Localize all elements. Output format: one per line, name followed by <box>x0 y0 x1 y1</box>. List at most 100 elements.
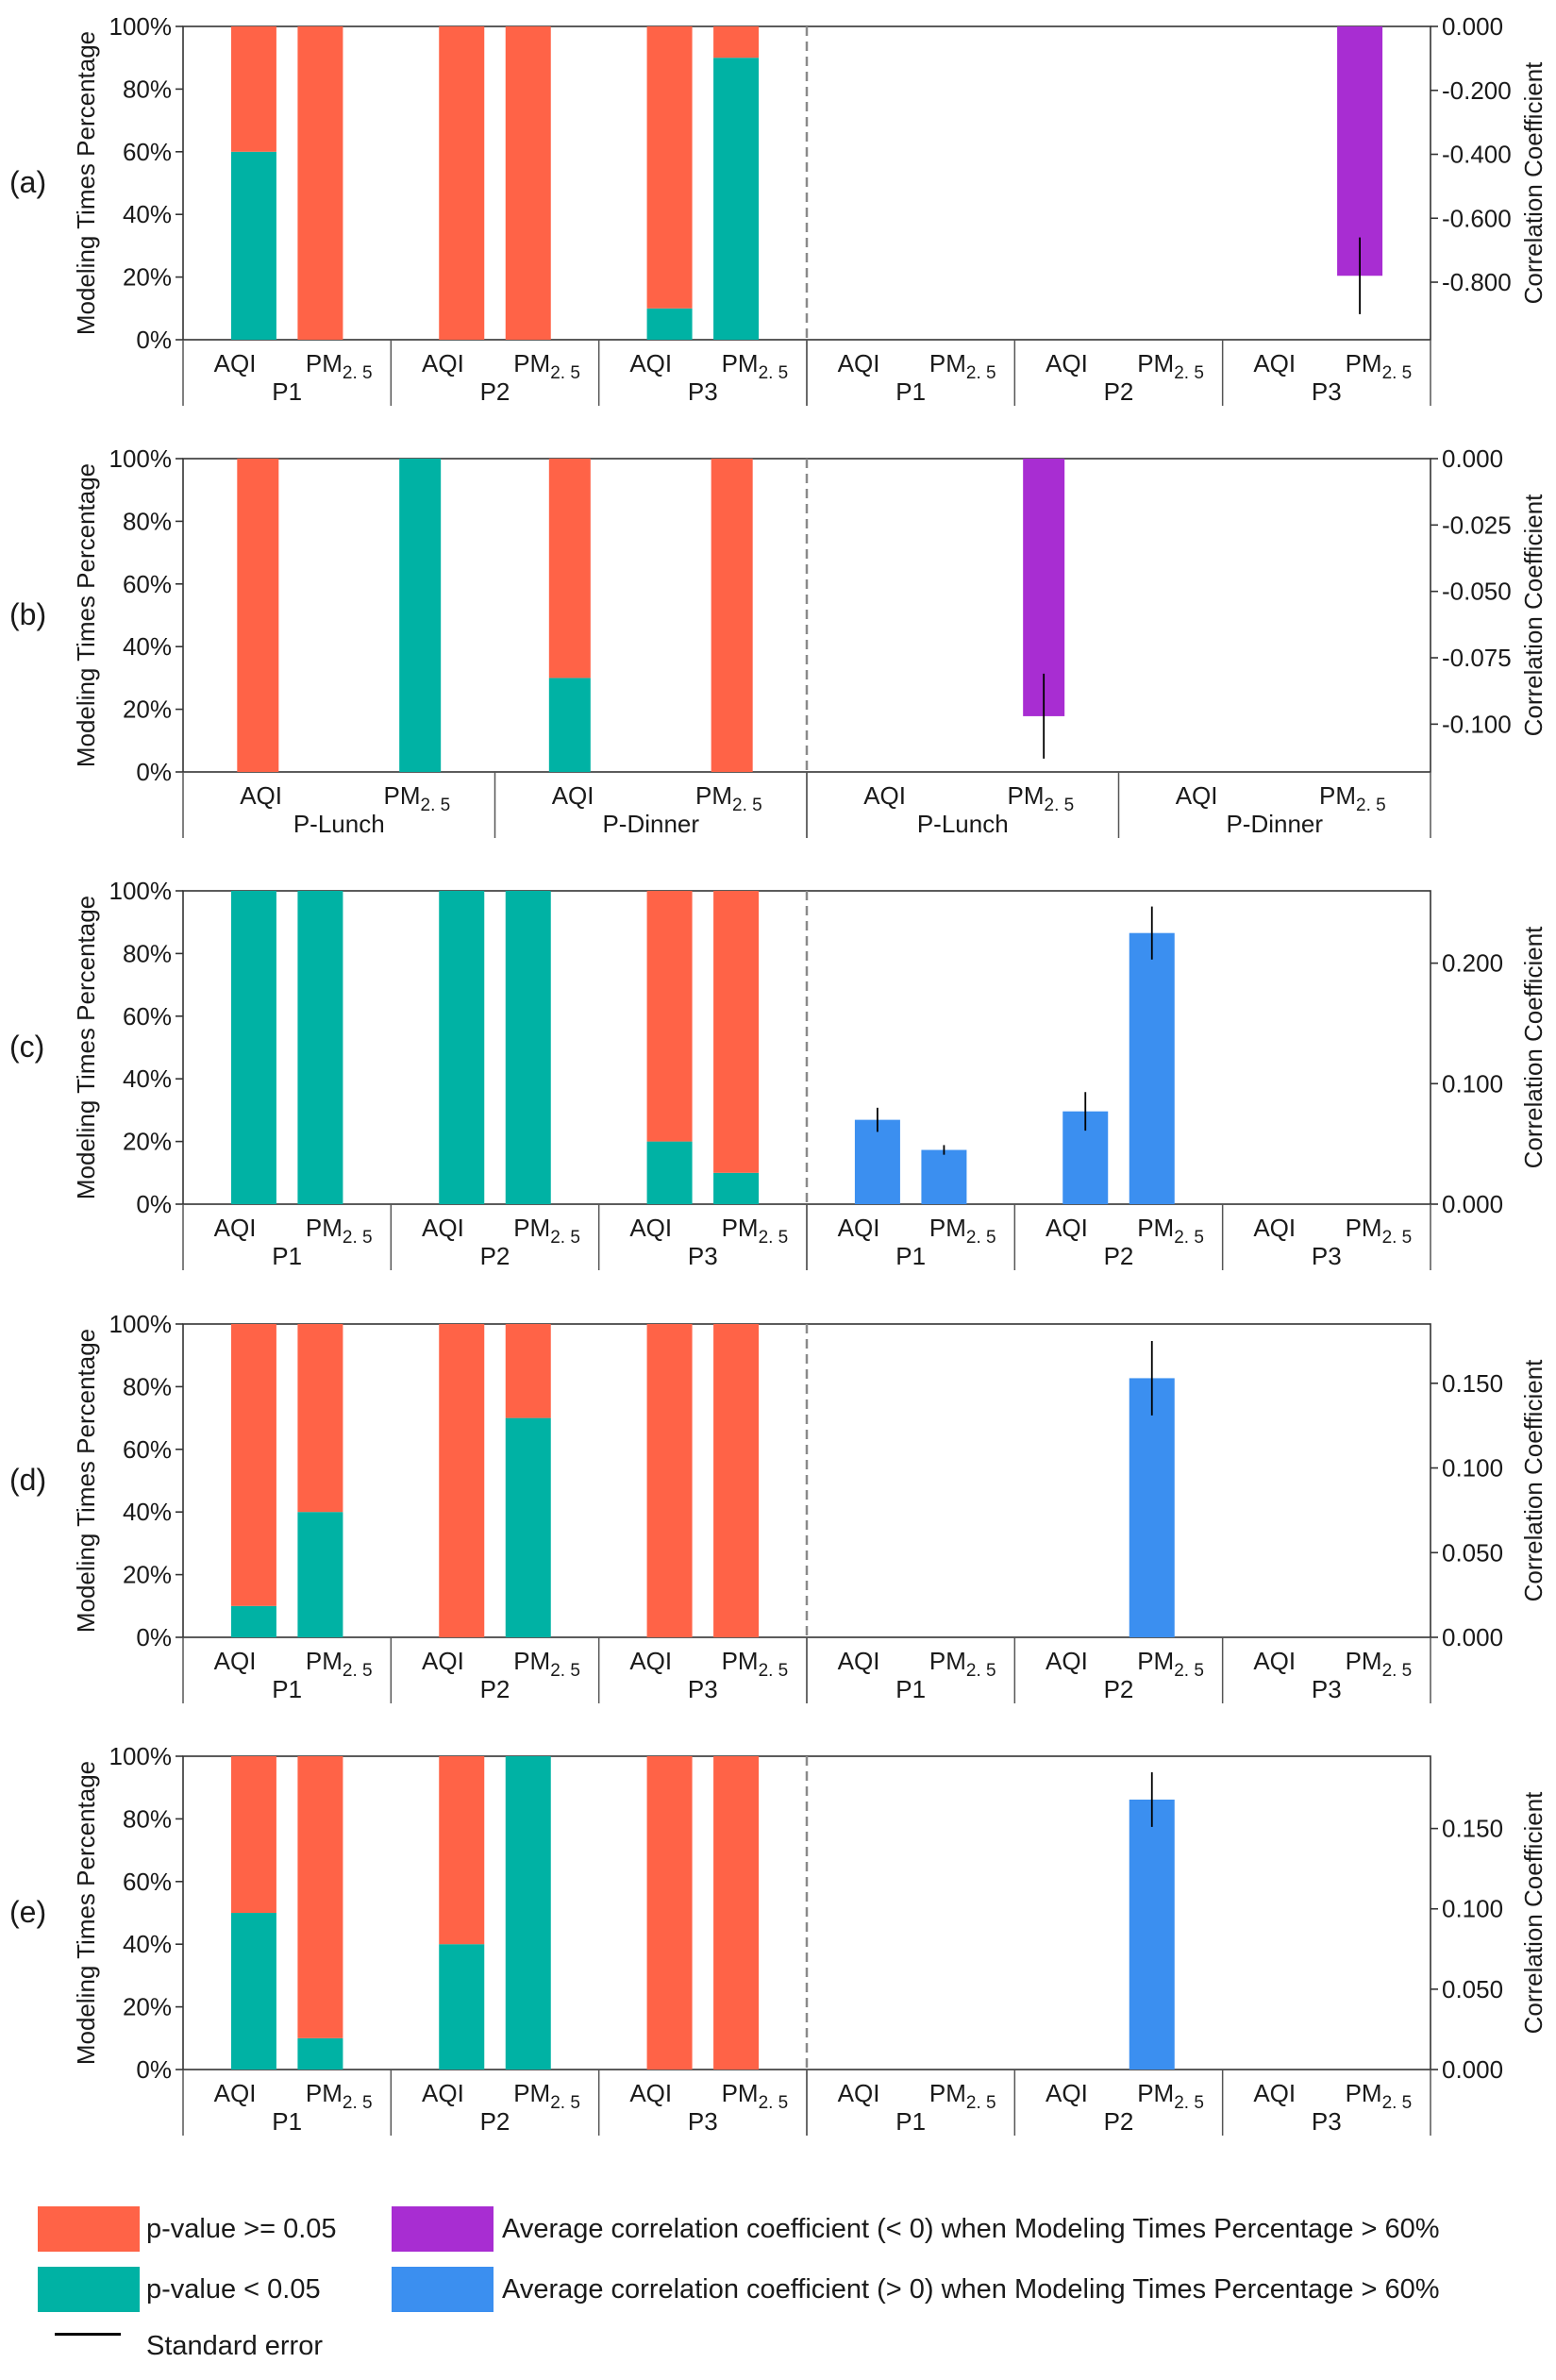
left-tick-label: 20% <box>123 263 172 292</box>
left-tick-label: 40% <box>123 1064 172 1093</box>
category-label: AQI <box>214 1647 257 1675</box>
left-tick-label: 40% <box>123 200 172 228</box>
category-label: PM2. 5 <box>513 1214 580 1248</box>
left-tick-label: 80% <box>123 939 172 967</box>
bar-significant <box>713 1172 760 1204</box>
group-label: P1 <box>272 1675 302 1703</box>
right-tick-label: 0.100 <box>1442 1454 1503 1483</box>
group-label: P2 <box>1104 1675 1134 1703</box>
right-tick-label: 0.050 <box>1442 1975 1503 2003</box>
legend-swatch-not-significant <box>38 2206 140 2252</box>
category-label: AQI <box>422 349 464 377</box>
left-tick-label: 100% <box>109 877 173 905</box>
category-label: PM2. 5 <box>1346 1647 1413 1681</box>
left-tick-label: 0% <box>136 1190 172 1218</box>
legend-label-standard-error: Standard error <box>146 2331 323 2361</box>
bar-not-significant <box>230 1756 276 1913</box>
group-label: P2 <box>480 1242 510 1270</box>
bar-not-significant <box>713 891 760 1173</box>
category-label: PM2. 5 <box>513 2079 580 2113</box>
bar-not-significant <box>548 459 591 679</box>
category-label: AQI <box>214 1214 257 1242</box>
group-label: P2 <box>1104 1242 1134 1270</box>
bar-correlation-positive <box>1129 1799 1175 2070</box>
y-axis-label-left: Modeling Times Percentage <box>72 463 100 767</box>
bar-not-significant <box>713 1756 760 2070</box>
group-label: P1 <box>895 2107 926 2136</box>
group-label: P3 <box>688 377 718 406</box>
bar-significant <box>505 1417 551 1637</box>
bar-significant <box>548 678 591 772</box>
y-axis-label-right: Correlation Coefficient <box>1519 926 1548 1169</box>
group-label: P-Dinner <box>602 810 699 838</box>
right-tick-label: -0.025 <box>1442 511 1512 539</box>
right-tick-label: -0.200 <box>1442 76 1512 105</box>
right-tick-label: 0.100 <box>1442 1895 1503 1923</box>
group-label: P2 <box>480 1675 510 1703</box>
group-label: P3 <box>688 2107 718 2136</box>
category-label: AQI <box>1176 781 1218 810</box>
category-label: PM2. 5 <box>513 349 580 383</box>
category-label: AQI <box>422 1647 464 1675</box>
left-tick-label: 20% <box>123 1993 172 2021</box>
category-label: AQI <box>629 1214 672 1242</box>
bar-significant <box>505 1756 551 2070</box>
category-label: PM2. 5 <box>306 349 373 383</box>
category-label: AQI <box>1253 349 1296 377</box>
category-label: AQI <box>1253 1647 1296 1675</box>
figure: 0% 20% 40% 60% 80% 100% 0.000 -0.200 -0.400 -0.60… <box>9 12 1548 2136</box>
left-tick-label: 80% <box>123 507 172 535</box>
left-tick-label: 20% <box>123 1128 172 1156</box>
left-tick-label: 40% <box>123 632 172 661</box>
group-label: P1 <box>272 377 302 406</box>
category-label: PM2. 5 <box>722 1214 789 1248</box>
bar-not-significant <box>230 1324 276 1606</box>
right-tick-label: 0.150 <box>1442 1369 1503 1398</box>
category-label: PM2. 5 <box>306 1214 373 1248</box>
category-label: AQI <box>629 349 672 377</box>
right-tick-label: 0.000 <box>1442 1190 1503 1218</box>
group-label: P3 <box>1312 1675 1342 1703</box>
panel-label: (e) <box>9 1895 46 1929</box>
legend-label-negative-corr: Average correlation coefficient (< 0) wh… <box>502 2214 1440 2244</box>
left-tick-label: 40% <box>123 1930 172 1958</box>
panel-label: (d) <box>9 1463 46 1497</box>
category-label: PM2. 5 <box>1137 2079 1204 2113</box>
category-label: PM2. 5 <box>1319 781 1386 815</box>
right-tick-label: -0.400 <box>1442 141 1512 169</box>
bar-significant <box>439 1944 485 2070</box>
bar-not-significant <box>711 459 753 772</box>
left-tick-label: 0% <box>136 2055 172 2084</box>
bar-correlation-negative <box>1023 459 1065 716</box>
left-tick-label: 60% <box>123 138 172 166</box>
group-label: P-Lunch <box>293 810 385 838</box>
category-label: PM2. 5 <box>929 2079 996 2113</box>
group-label: P1 <box>272 1242 302 1270</box>
bar-significant <box>399 459 442 772</box>
category-label: AQI <box>240 781 282 810</box>
y-axis-label-left: Modeling Times Percentage <box>72 31 100 335</box>
left-tick-label: 100% <box>109 12 173 41</box>
group-label: P3 <box>688 1242 718 1270</box>
right-tick-label: 0.050 <box>1442 1538 1503 1567</box>
category-label: AQI <box>422 1214 464 1242</box>
group-label: P1 <box>895 1675 926 1703</box>
bar-not-significant <box>505 1324 551 1418</box>
category-label: AQI <box>1253 1214 1296 1242</box>
category-label: AQI <box>838 1214 880 1242</box>
category-label: PM2. 5 <box>1137 349 1204 383</box>
legend-label-not-significant: p-value >= 0.05 <box>146 2214 337 2244</box>
category-label: AQI <box>1046 1214 1088 1242</box>
bar-correlation-positive <box>854 1119 900 1204</box>
right-tick-label: -0.100 <box>1442 710 1512 738</box>
group-label: P-Lunch <box>917 810 1009 838</box>
category-label: PM2. 5 <box>1346 1214 1413 1248</box>
bar-not-significant <box>505 26 551 340</box>
right-tick-label: 0.000 <box>1442 12 1503 41</box>
category-label: PM2. 5 <box>1346 2079 1413 2113</box>
bar-correlation-positive <box>1129 932 1175 1204</box>
bar-significant <box>713 58 760 340</box>
category-label: AQI <box>838 2079 880 2107</box>
left-tick-label: 60% <box>123 1435 172 1464</box>
category-label: PM2. 5 <box>384 781 451 815</box>
